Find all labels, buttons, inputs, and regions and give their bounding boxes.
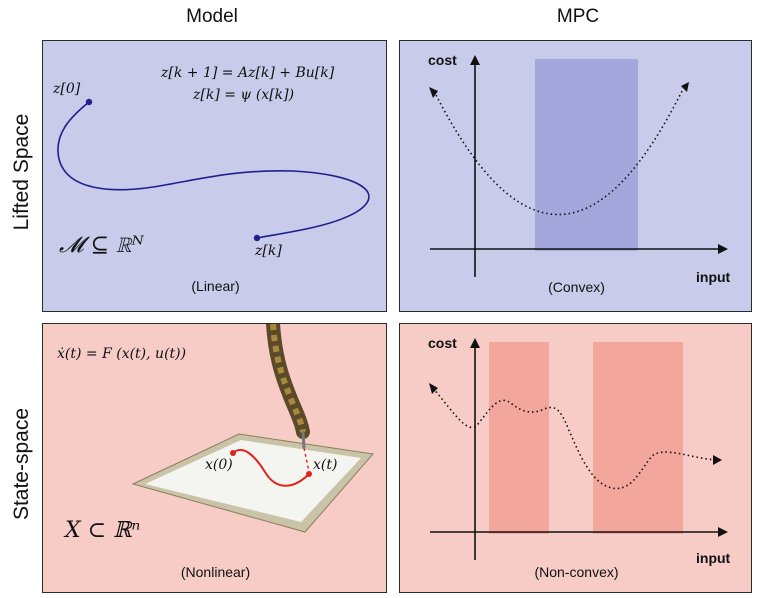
lifted-end-label: z[k]: [255, 243, 282, 259]
state-set-label: X ⊂ ℝⁿ: [65, 518, 141, 543]
column-header-mpc: MPC: [556, 6, 600, 27]
state-mpc-y-label: cost: [428, 335, 457, 351]
state-mpc-panel: cost input (Non-convex): [399, 323, 752, 593]
state-model-panel: ẋ(t) = F (x(t), u(t)) x(0) x(t) X ⊂ ℝⁿ (…: [42, 323, 387, 593]
tip-projection-line: [303, 447, 310, 473]
state-end-point: [306, 471, 312, 477]
soft-robot-scene: [131, 324, 374, 533]
row-header-lifted: Lifted Space: [10, 113, 33, 231]
lifted-dynamics-equation: z[k + 1] = Az[k] + Bu[k]: [161, 65, 335, 81]
convex-curve-right-arrowhead: [681, 82, 689, 92]
lifted-trajectory-curve: [57, 101, 370, 239]
convex-cost-plot: [429, 55, 728, 277]
state-dynamics-equation: ẋ(t) = F (x(t), u(t)): [57, 346, 187, 362]
row-header-state: State-space: [10, 407, 33, 521]
column-header-model: Model: [186, 6, 238, 27]
feasible-region-1: [489, 342, 549, 534]
lifted-set-label: 𝓜 ⊆ ℝᴺ: [59, 233, 144, 258]
lifted-mpc-x-label: input: [696, 269, 731, 285]
robot-tool-tip: [301, 431, 306, 449]
lifted-end-point: [253, 234, 261, 242]
convex-cost-curve: [433, 84, 686, 216]
convex-curve-left-arrowhead: [429, 87, 438, 98]
lifted-mpc-y-label: cost: [428, 52, 457, 68]
state-start-point: [230, 450, 236, 456]
feasible-region-2: [593, 342, 683, 534]
lifted-mpc-caption: (Convex): [548, 279, 605, 295]
lifted-observable-equation: z[k] = ψ (x[k]): [193, 87, 295, 103]
convex-feasible-region: [535, 59, 638, 251]
nonconvex-cost-curve: [432, 387, 717, 490]
state-trajectory-curve: [232, 448, 310, 487]
state-end-label: x(t): [313, 457, 338, 473]
nonconvex-curve-right-arrowhead: [713, 455, 722, 465]
state-mpc-x-label: input: [696, 550, 731, 566]
lifted-model-panel: z[k + 1] = Az[k] + Bu[k] z[k] = ψ (x[k])…: [42, 40, 387, 312]
nonconvex-cost-plot: [429, 338, 728, 560]
lifted-start-point: [85, 98, 93, 106]
lifted-mpc-panel: cost input (Convex): [399, 40, 752, 312]
nonconvex-curve-left-arrowhead: [429, 383, 438, 394]
state-mpc-caption: (Non-convex): [534, 564, 619, 580]
lifted-model-caption: (Linear): [191, 278, 240, 294]
lifted-trajectory-diagram: [57, 98, 370, 242]
state-start-label: x(0): [205, 457, 233, 473]
lifted-start-label: z[0]: [53, 81, 81, 97]
state-model-caption: (Nonlinear): [180, 564, 251, 580]
